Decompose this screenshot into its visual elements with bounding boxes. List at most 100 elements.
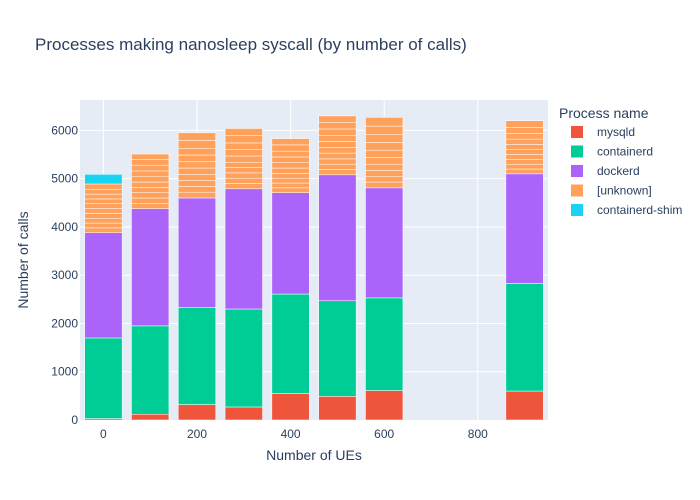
y-tick-label: 5000 bbox=[51, 172, 78, 186]
bar-segment-unknown bbox=[365, 149, 404, 158]
legend-label: containerd-shim bbox=[597, 203, 682, 217]
legend-swatch bbox=[571, 184, 583, 197]
bar-segment-unknown bbox=[131, 153, 170, 160]
bar-segment-mysqld bbox=[365, 390, 404, 421]
legend: Process name mysqld containerd dockerd [unk… bbox=[559, 105, 682, 217]
bar-segment-unknown bbox=[178, 154, 216, 163]
y-tick-label: 3000 bbox=[51, 268, 78, 282]
bar-segment-dockerd bbox=[224, 188, 263, 310]
bar-segment-unknown bbox=[224, 128, 263, 136]
bar-segment-unknown bbox=[271, 144, 310, 152]
bar-segment-unknown bbox=[365, 181, 404, 189]
bar-segment-containerd bbox=[271, 293, 310, 394]
x-tick-label: 800 bbox=[468, 427, 488, 441]
bar-segment-containerd bbox=[84, 337, 123, 419]
y-axis-ticks: 0 1000 2000 3000 4000 5000 6000 bbox=[51, 123, 78, 427]
bar-segment-unknown bbox=[178, 180, 216, 187]
bar-segment-unknown bbox=[505, 138, 544, 145]
bar-segment-unknown bbox=[224, 172, 263, 179]
bar-segment-unknown bbox=[318, 158, 357, 165]
bar-segment-unknown bbox=[131, 197, 170, 204]
bar-segment-unknown bbox=[131, 192, 170, 199]
bar-segment-unknown bbox=[271, 187, 310, 193]
bar-segment-unknown bbox=[505, 144, 544, 150]
bar-segment-unknown bbox=[505, 154, 544, 160]
bar-segment-unknown bbox=[365, 134, 404, 143]
bar-segment-unknown bbox=[365, 157, 404, 165]
bar-segment-mysqld bbox=[271, 393, 310, 421]
bar-segment-unknown bbox=[178, 167, 216, 175]
bar-segment-dockerd bbox=[318, 174, 357, 302]
bar-segment-unknown bbox=[271, 138, 310, 146]
bar-segment-unknown bbox=[131, 203, 170, 209]
bar-segment-mysqld bbox=[131, 413, 170, 421]
y-tick-label: 4000 bbox=[51, 220, 78, 234]
bar-segment-dockerd bbox=[365, 187, 404, 299]
bar-segment-unknown bbox=[318, 152, 357, 160]
legend-swatch bbox=[571, 165, 583, 177]
bars bbox=[84, 115, 544, 421]
bar-segment-unknown bbox=[271, 167, 310, 174]
bar-segment-unknown bbox=[84, 227, 123, 233]
bar-segment-unknown bbox=[318, 169, 357, 176]
legend-title: Process name bbox=[559, 105, 649, 121]
bar-segment-unknown bbox=[271, 162, 310, 169]
bar-segment-unknown bbox=[131, 187, 170, 193]
bar-segment-unknown bbox=[271, 173, 310, 179]
bar-segment-unknown bbox=[84, 213, 123, 219]
bar-segment-containerd bbox=[505, 283, 544, 392]
legend-swatch bbox=[571, 126, 583, 138]
bar-segment-unknown bbox=[224, 135, 263, 144]
legend-label: mysqld bbox=[597, 125, 635, 139]
bar-segment-unknown bbox=[224, 149, 263, 157]
legend-swatch bbox=[571, 204, 583, 216]
y-axis-title: Number of calls bbox=[15, 211, 31, 308]
bar-segment-unknown bbox=[178, 132, 216, 141]
bar-segment-unknown bbox=[505, 168, 544, 175]
bar-segment-unknown bbox=[131, 164, 170, 172]
x-tick-label: 0 bbox=[100, 427, 107, 441]
y-tick-label: 1000 bbox=[51, 365, 78, 379]
bar-segment-mysqld bbox=[224, 406, 263, 421]
bar-segment-containerd bbox=[365, 297, 404, 391]
bar-segment-mysqld bbox=[178, 404, 216, 421]
bar-segment-unknown bbox=[84, 203, 123, 209]
bar-segment-unknown bbox=[271, 150, 310, 158]
legend-swatch bbox=[571, 145, 583, 158]
bar-segment-unknown bbox=[178, 174, 216, 181]
bar-segment-unknown bbox=[84, 183, 123, 190]
bar-segment-unknown bbox=[318, 134, 357, 142]
bar-segment-mysqld bbox=[318, 396, 357, 421]
bar-segment-unknown bbox=[318, 122, 357, 130]
bar-segment-unknown bbox=[505, 133, 544, 140]
bar-segment-unknown bbox=[505, 120, 544, 128]
bar-segment-unknown bbox=[224, 183, 263, 190]
bar-segment-dockerd bbox=[505, 173, 544, 284]
bar-segment-unknown bbox=[365, 117, 404, 127]
legend-label: [unknown] bbox=[597, 184, 652, 198]
bar-segment-unknown bbox=[318, 163, 357, 170]
bar-segment-unknown bbox=[131, 176, 170, 183]
bar-segment-unknown bbox=[178, 186, 216, 193]
bar-segment-unknown bbox=[84, 193, 123, 200]
bar-segment-unknown bbox=[178, 148, 216, 156]
bar-segment-dockerd bbox=[84, 232, 123, 339]
bar-segment-dockerd bbox=[131, 208, 170, 327]
bar-segment-unknown bbox=[318, 115, 357, 123]
bar-segment-unknown bbox=[318, 128, 357, 136]
bar-segment-unknown bbox=[365, 170, 404, 177]
bar-segment-unknown bbox=[224, 177, 263, 184]
bar-segment-unknown bbox=[271, 156, 310, 163]
x-axis-ticks: 0 200 400 600 800 bbox=[100, 427, 488, 441]
bar-segment-unknown bbox=[365, 125, 404, 135]
y-tick-label: 6000 bbox=[51, 123, 78, 137]
bar-segment-unknown bbox=[178, 140, 216, 149]
bar-segment-unknown bbox=[178, 191, 216, 199]
bar-segment-unknown bbox=[271, 182, 310, 189]
bar-segment-containerd bbox=[224, 308, 263, 408]
bar-segment-unknown bbox=[318, 147, 357, 154]
x-tick-label: 200 bbox=[187, 427, 207, 441]
bar-segment-unknown bbox=[365, 176, 404, 183]
chart-title: Processes making nanosleep syscall (by n… bbox=[35, 35, 467, 54]
